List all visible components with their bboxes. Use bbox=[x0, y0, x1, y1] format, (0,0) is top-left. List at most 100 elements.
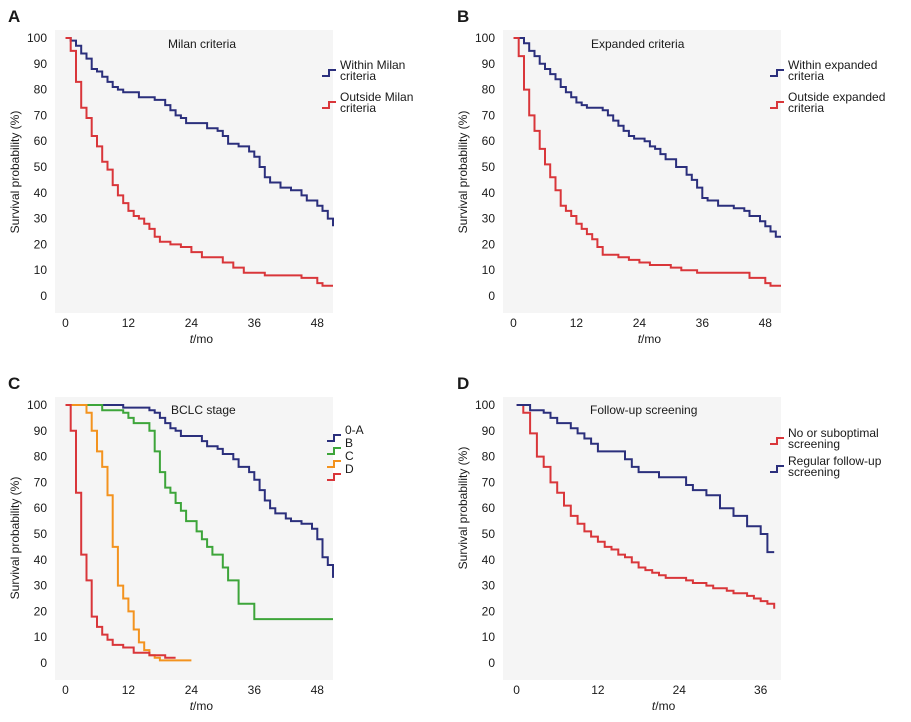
x-tick-label: 0 bbox=[62, 316, 69, 330]
chart-title: BCLC stage bbox=[171, 403, 236, 417]
legend-label: C bbox=[345, 449, 354, 463]
y-tick-label: 100 bbox=[475, 31, 495, 45]
y-tick-label: 0 bbox=[40, 289, 47, 303]
series-line-regular-follow-up-screening bbox=[516, 404, 775, 554]
y-tick-label: 30 bbox=[34, 579, 48, 593]
y-axis-title: Survival probability (%) bbox=[456, 447, 470, 570]
legend-label: Regular follow-up bbox=[788, 454, 882, 468]
y-tick-label: 50 bbox=[34, 527, 48, 541]
plot-background bbox=[503, 397, 781, 680]
legend-swatch bbox=[770, 69, 784, 77]
y-tick-label: 50 bbox=[34, 160, 48, 174]
legend-label: criteria bbox=[788, 101, 824, 115]
y-tick-label: 20 bbox=[34, 237, 48, 251]
y-tick-label: 80 bbox=[34, 83, 48, 97]
y-tick-label: 70 bbox=[482, 108, 496, 122]
series-line-within-expanded-criteria bbox=[513, 37, 781, 238]
x-tick-label: 36 bbox=[248, 316, 262, 330]
y-tick-label: 30 bbox=[482, 212, 496, 226]
y-tick-label: 20 bbox=[482, 237, 496, 251]
y-tick-label: 90 bbox=[34, 424, 48, 438]
y-tick-label: 60 bbox=[34, 501, 48, 515]
y-tick-label: 90 bbox=[34, 57, 48, 71]
y-tick-label: 60 bbox=[482, 134, 496, 148]
y-tick-label: 50 bbox=[482, 527, 496, 541]
legend-swatch bbox=[770, 465, 784, 473]
y-tick-label: 10 bbox=[482, 630, 496, 644]
legend-label: D bbox=[345, 462, 354, 476]
series-line-0-a bbox=[65, 404, 334, 578]
chart-title: Expanded criteria bbox=[591, 37, 685, 51]
y-tick-label: 100 bbox=[27, 31, 47, 45]
x-tick-label: 12 bbox=[570, 316, 584, 330]
legend-label: 0-A bbox=[345, 423, 364, 437]
x-axis-title: t/mo bbox=[190, 332, 214, 346]
x-tick-label: 12 bbox=[122, 316, 136, 330]
y-tick-label: 40 bbox=[34, 553, 48, 567]
chart-title: Milan criteria bbox=[168, 37, 236, 51]
y-tick-label: 50 bbox=[482, 160, 496, 174]
legend-label: No or suboptimal bbox=[788, 426, 879, 440]
y-tick-label: 100 bbox=[475, 398, 495, 412]
x-tick-label: 48 bbox=[311, 316, 325, 330]
panel-letter: D bbox=[457, 374, 469, 393]
legend-label: Outside Milan bbox=[340, 90, 413, 104]
y-axis-title: Survival probability (%) bbox=[8, 111, 22, 234]
y-axis-title: Survival probability (%) bbox=[456, 111, 470, 234]
y-tick-label: 10 bbox=[34, 630, 48, 644]
legend-label: criteria bbox=[340, 101, 376, 115]
x-tick-label: 0 bbox=[513, 683, 520, 697]
legend-label: Within Milan bbox=[340, 58, 405, 72]
y-tick-label: 40 bbox=[34, 186, 48, 200]
y-tick-label: 20 bbox=[34, 604, 48, 618]
x-tick-label: 0 bbox=[62, 683, 69, 697]
panel-letter: B bbox=[457, 7, 469, 26]
legend-swatch bbox=[327, 447, 341, 455]
chart-panel-a: A Milan criteria Survival probability (%) t… bbox=[8, 7, 413, 346]
x-tick-label: 12 bbox=[122, 683, 136, 697]
x-tick-label: 12 bbox=[591, 683, 605, 697]
x-axis-title: t/mo bbox=[190, 699, 214, 713]
y-tick-label: 100 bbox=[27, 398, 47, 412]
x-tick-label: 24 bbox=[673, 683, 687, 697]
y-tick-label: 30 bbox=[482, 579, 496, 593]
legend-swatch bbox=[322, 101, 336, 109]
y-tick-label: 10 bbox=[34, 263, 48, 277]
y-tick-label: 90 bbox=[482, 57, 496, 71]
legend-label: B bbox=[345, 436, 353, 450]
y-tick-label: 40 bbox=[482, 186, 496, 200]
legend-swatch bbox=[327, 473, 341, 481]
y-tick-label: 0 bbox=[40, 656, 47, 670]
chart-panel-b: B Expanded criteria Survival probability (… bbox=[456, 7, 885, 346]
plot-background bbox=[503, 30, 781, 313]
legend-label: Outside expanded bbox=[788, 90, 885, 104]
x-tick-label: 36 bbox=[696, 316, 710, 330]
legend-label: Within expanded bbox=[788, 58, 877, 72]
y-tick-label: 80 bbox=[34, 450, 48, 464]
x-tick-label: 48 bbox=[311, 683, 325, 697]
series-line-b bbox=[65, 404, 333, 621]
x-tick-label: 24 bbox=[633, 316, 647, 330]
chart-panel-c: C BCLC stage Survival probability (%) t/mo 0… bbox=[8, 374, 364, 713]
y-tick-label: 40 bbox=[482, 553, 496, 567]
legend-label: screening bbox=[788, 437, 840, 451]
y-tick-label: 10 bbox=[482, 263, 496, 277]
series-line-d bbox=[65, 404, 176, 659]
x-tick-label: 48 bbox=[759, 316, 773, 330]
legend-swatch bbox=[327, 460, 341, 468]
legend-swatch bbox=[327, 434, 341, 442]
y-axis-title: Survival probability (%) bbox=[8, 477, 22, 600]
x-tick-label: 24 bbox=[185, 683, 199, 697]
series-line-outside-expanded-criteria bbox=[513, 37, 781, 287]
y-tick-label: 0 bbox=[488, 656, 495, 670]
series-line-within-milan-criteria bbox=[65, 37, 334, 227]
y-tick-label: 70 bbox=[482, 475, 496, 489]
x-axis-title: t/mo bbox=[652, 699, 676, 713]
chart-panel-d: D Follow-up screening Survival probability… bbox=[456, 374, 882, 713]
y-tick-label: 90 bbox=[482, 424, 496, 438]
legend-swatch bbox=[770, 101, 784, 109]
y-tick-label: 0 bbox=[488, 289, 495, 303]
y-tick-label: 20 bbox=[482, 604, 496, 618]
x-tick-label: 36 bbox=[248, 683, 262, 697]
